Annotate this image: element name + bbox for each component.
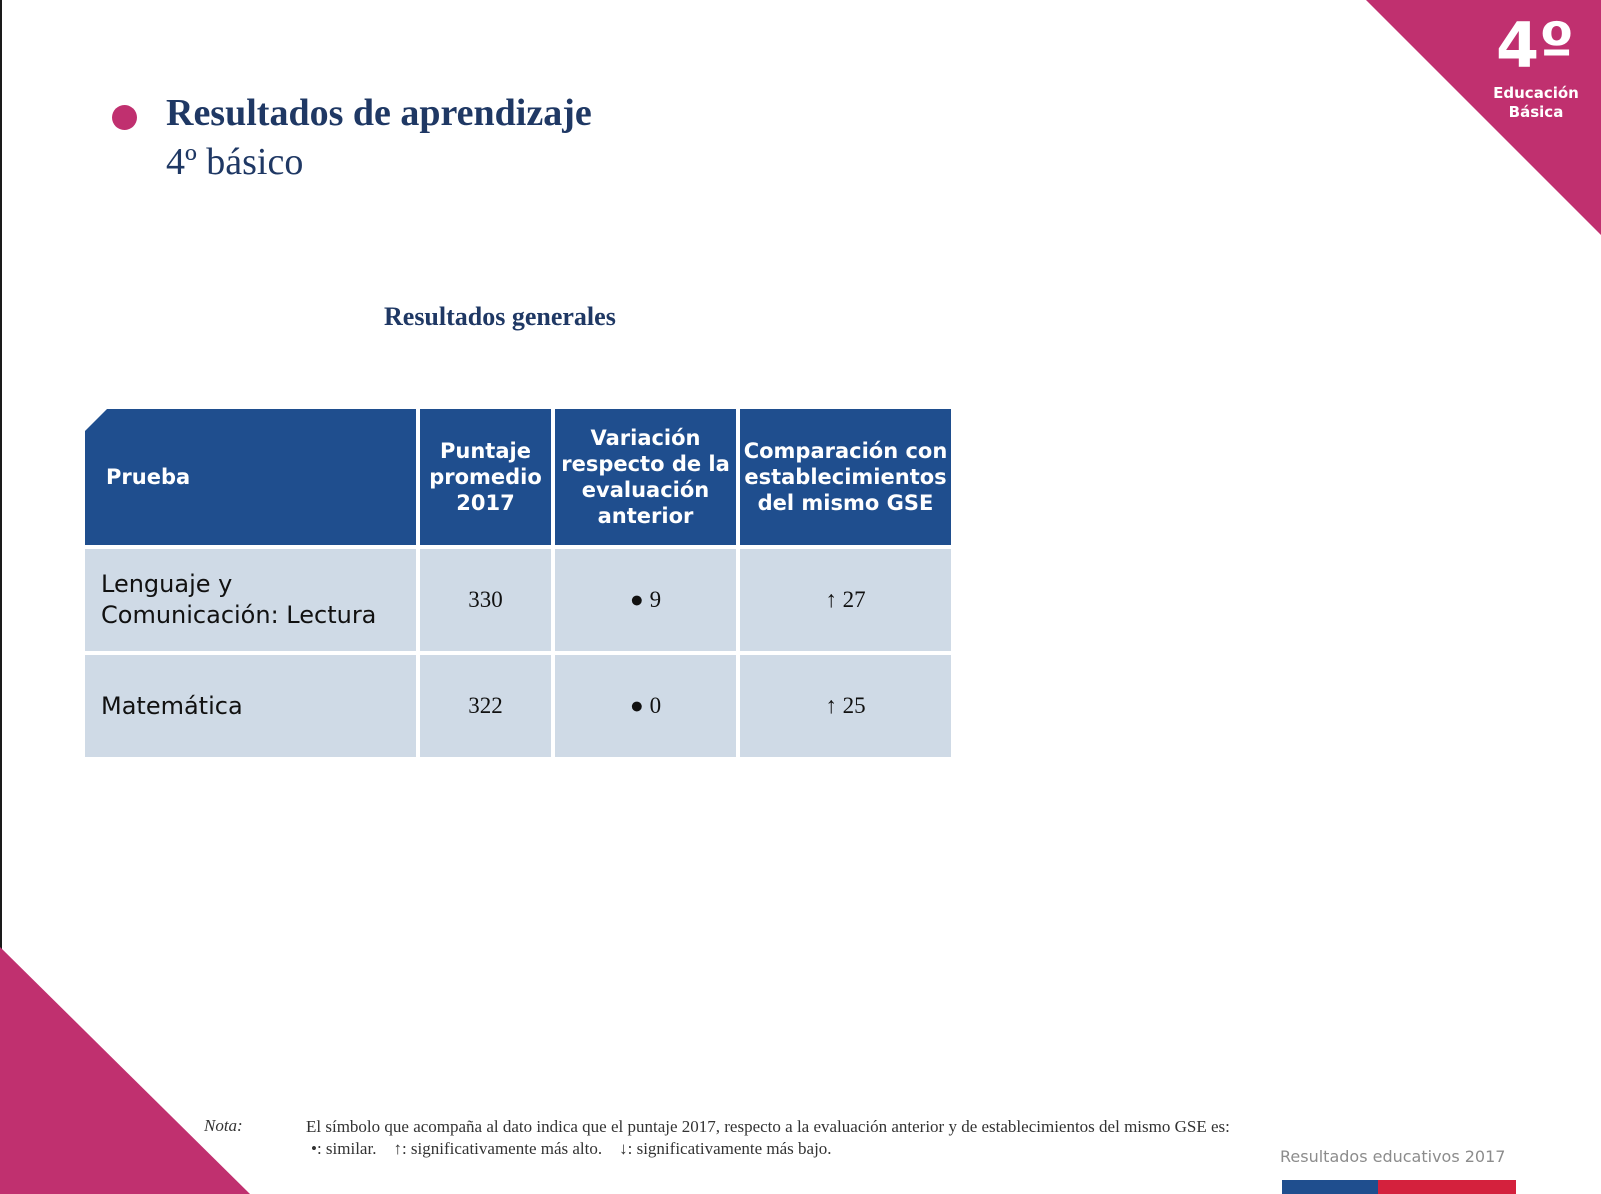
page-left-border	[0, 0, 2, 1194]
nota-text: El símbolo que acompaña al dato indica q…	[306, 1117, 1230, 1136]
table-header-row: Prueba Puntaje promedio 2017 Variación r…	[85, 409, 951, 549]
header-puntaje: Puntaje promedio 2017	[420, 409, 555, 549]
grade-badge-label: Educación Básica	[1486, 84, 1586, 122]
footer-flag-blue-bar	[1282, 1180, 1378, 1194]
table-row: Lenguaje y Comunicación: Lectura 330 ● 9…	[85, 549, 951, 655]
cell-comparacion: ↑ 25	[740, 655, 951, 761]
title-bullet-icon	[112, 105, 137, 130]
bottom-left-corner-decoration	[0, 947, 250, 1194]
nota-legend: •: similar. ↑: significativamente más al…	[311, 1139, 832, 1158]
cell-prueba: Lenguaje y Comunicación: Lectura	[85, 549, 420, 655]
grade-badge-label-line1: Educación	[1493, 84, 1579, 102]
header-variacion: Variación respecto de la evaluación ante…	[555, 409, 740, 549]
grade-badge-label-line2: Básica	[1508, 103, 1564, 121]
footer-flag-red-bar	[1378, 1180, 1516, 1194]
results-table: Prueba Puntaje promedio 2017 Variación r…	[85, 409, 951, 761]
page-title: Resultados de aprendizaje	[166, 92, 592, 134]
top-right-corner-decoration	[1366, 0, 1601, 235]
cell-comparacion: ↑ 27	[740, 549, 951, 655]
cell-variacion: ● 9	[555, 549, 740, 655]
cell-variacion: ● 0	[555, 655, 740, 761]
nota-label: Nota:	[204, 1116, 243, 1135]
cell-puntaje: 322	[420, 655, 555, 761]
header-prueba: Prueba	[85, 409, 420, 549]
page-subtitle: 4º básico	[166, 141, 304, 183]
grade-badge-number: 4º	[1495, 9, 1575, 82]
table-row: Matemática 322 ● 0 ↑ 25	[85, 655, 951, 761]
cell-prueba: Matemática	[85, 655, 420, 761]
header-comparacion: Comparación con establecimientos del mis…	[740, 409, 951, 549]
cell-puntaje: 330	[420, 549, 555, 655]
footer-brand-text: Resultados educativos 2017	[1280, 1147, 1506, 1166]
section-title: Resultados generales	[384, 302, 616, 331]
